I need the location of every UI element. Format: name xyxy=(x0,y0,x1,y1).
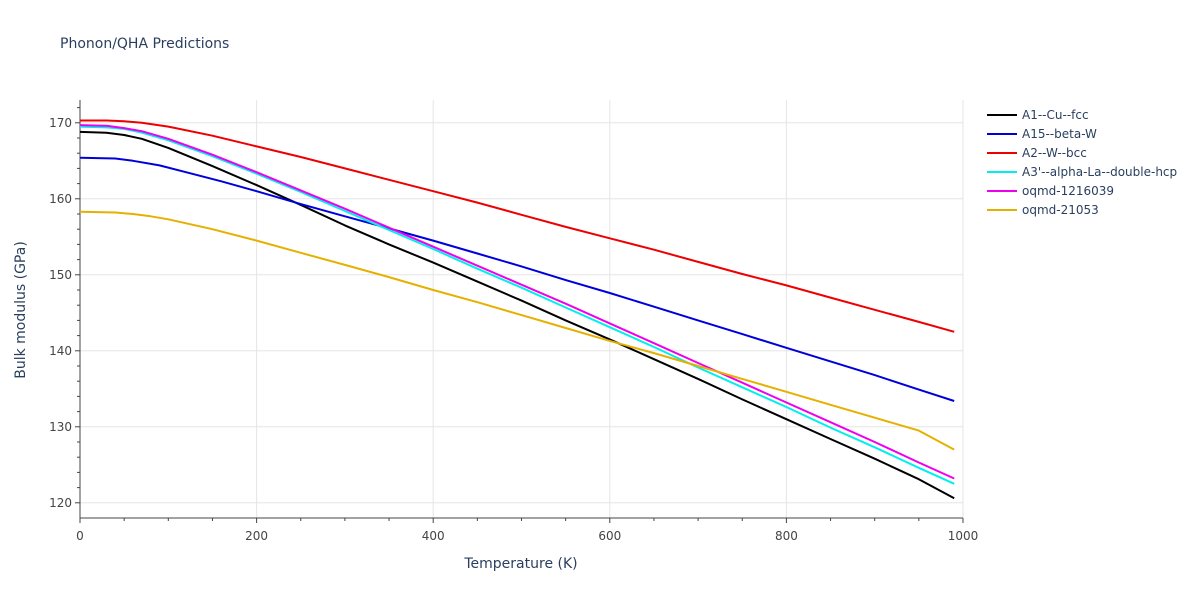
chart-title: Phonon/QHA Predictions xyxy=(60,36,230,52)
series-line-4[interactable] xyxy=(79,124,955,480)
x-tick-label: 800 xyxy=(775,529,798,543)
legend-label: oqmd-1216039 xyxy=(1022,184,1114,198)
y-tick-label: 170 xyxy=(49,116,72,130)
y-tick-label: 130 xyxy=(49,420,72,434)
x-tick-label: 400 xyxy=(422,529,445,543)
y-axis-title: Bulk modulus (GPa) xyxy=(13,241,29,379)
y-tick-label: 120 xyxy=(49,496,72,510)
y-tick-label: 140 xyxy=(49,344,72,358)
y-tick-label: 160 xyxy=(49,192,72,206)
x-tick-label: 0 xyxy=(76,529,84,543)
y-tick-label: 150 xyxy=(49,268,72,282)
series-line-1[interactable] xyxy=(79,156,955,402)
legend-item-5[interactable]: oqmd-21053 xyxy=(987,203,1099,217)
legend-item-4[interactable]: oqmd-1216039 xyxy=(987,184,1114,198)
legend-item-2[interactable]: A2--W--bcc xyxy=(987,146,1087,160)
grid-lines xyxy=(80,100,964,518)
series-line-0[interactable] xyxy=(79,130,955,500)
x-tick-label: 1000 xyxy=(948,529,979,543)
series-line-3[interactable] xyxy=(79,125,955,485)
tick-labels: 0 200 400 600 800 1000 120 130 140 150 160 170 xyxy=(49,116,978,543)
x-tick-label: 600 xyxy=(598,529,621,543)
x-axis-title: Temperature (K) xyxy=(463,556,577,572)
legend-label: A15--beta-W xyxy=(1022,127,1097,141)
legend-item-3[interactable]: A3'--alpha-La--double-hcp xyxy=(987,165,1177,179)
series-line-5[interactable] xyxy=(79,210,955,451)
axes xyxy=(75,100,964,523)
series-line-2[interactable] xyxy=(80,119,955,333)
legend-label: A1--Cu--fcc xyxy=(1022,108,1089,122)
series-lines xyxy=(79,119,955,500)
legend[interactable]: A1--Cu--fcc A15--beta-W A2--W--bcc A3'--alp… xyxy=(987,108,1177,217)
x-tick-label: 200 xyxy=(245,529,268,543)
legend-label: oqmd-21053 xyxy=(1022,203,1099,217)
legend-label: A2--W--bcc xyxy=(1022,146,1087,160)
legend-item-0[interactable]: A1--Cu--fcc xyxy=(987,108,1089,122)
legend-item-1[interactable]: A15--beta-W xyxy=(987,127,1097,141)
legend-label: A3'--alpha-La--double-hcp xyxy=(1022,165,1177,179)
